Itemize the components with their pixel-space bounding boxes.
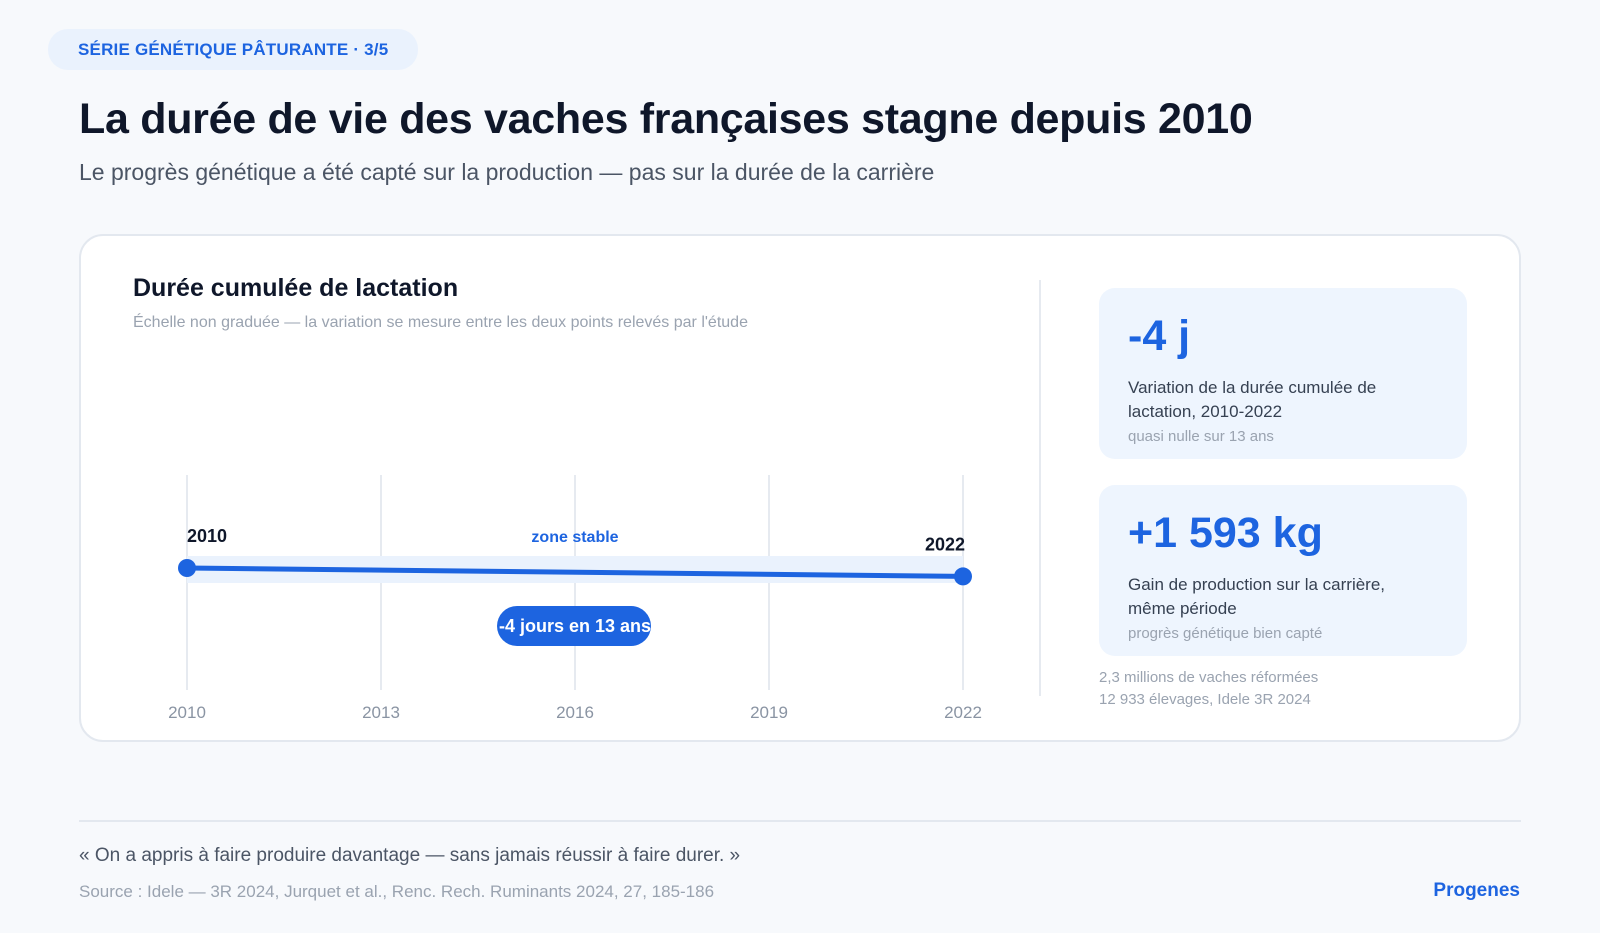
page-title: La durée de vie des vaches françaises st… bbox=[79, 95, 1253, 143]
kpi-footnote-line2: 12 933 élevages, Idele 3R 2024 bbox=[1099, 691, 1311, 708]
footer-divider bbox=[79, 820, 1521, 822]
x-tick-label-2019: 2019 bbox=[750, 703, 788, 722]
footer-source: Source : Idele — 3R 2024, Jurquet et al.… bbox=[79, 882, 715, 901]
x-tick-label-2013: 2013 bbox=[362, 703, 400, 722]
kpi-value: -4 j bbox=[1128, 312, 1191, 360]
page-subtitle: Le progrès génétique a été capté sur la … bbox=[79, 159, 935, 185]
data-label-2010: 2010 bbox=[187, 526, 227, 546]
data-point-2010 bbox=[178, 559, 196, 577]
kpi-description: Variation de la durée cumulée de lactati… bbox=[1128, 378, 1377, 421]
card-divider bbox=[1039, 280, 1041, 696]
data-label-2022: 2022 bbox=[925, 534, 965, 554]
kpi-note: quasi nulle sur 13 ans bbox=[1128, 428, 1274, 445]
kpi-footnote: 2,3 millions de vaches réformées 12 933 … bbox=[1099, 667, 1318, 711]
variation-pill: -4 jours en 13 ans bbox=[497, 606, 651, 646]
x-tick-label-2016: 2016 bbox=[556, 703, 594, 722]
kpi-value: +1 593 kg bbox=[1128, 509, 1323, 557]
x-tick-label-2022: 2022 bbox=[944, 703, 982, 722]
series-badge: SÉRIE GÉNÉTIQUE PÂTURANTE · 3/5 bbox=[48, 29, 419, 70]
variation-pill-label: -4 jours en 13 ans bbox=[499, 616, 651, 636]
kpi-footnote-line1: 2,3 millions de vaches réformées bbox=[1099, 669, 1319, 686]
kpi-note: progrès génétique bien capté bbox=[1128, 625, 1323, 642]
chart-title: Durée cumulée de lactation bbox=[133, 274, 459, 302]
variation-pill-background bbox=[497, 606, 651, 646]
kpi-card-lactation: -4 j Variation de la durée cumulée de la… bbox=[1099, 288, 1467, 459]
x-axis-ticks: 2010 2013 2016 2019 2022 bbox=[168, 703, 982, 722]
chart-series: 2010 2022 bbox=[178, 526, 972, 586]
lactation-chart: zone stable 2010 2022 -4 jours en 13 ans … bbox=[168, 475, 982, 722]
chart-subtitle: Échelle non graduée — la variation se me… bbox=[133, 314, 748, 331]
x-tick-label-2010: 2010 bbox=[168, 703, 206, 722]
series-line-0 bbox=[184, 565, 966, 579]
kpi-description: Gain de production sur la carrière, même… bbox=[1128, 575, 1386, 618]
kpi-card-production: +1 593 kg Gain de production sur la carr… bbox=[1099, 485, 1467, 656]
footer-quote: « On a appris à faire produire davantage… bbox=[79, 845, 741, 866]
stable-zone-label: zone stable bbox=[531, 529, 618, 546]
brand-link[interactable]: Progenes bbox=[1433, 880, 1520, 901]
data-point-2022 bbox=[954, 567, 972, 586]
